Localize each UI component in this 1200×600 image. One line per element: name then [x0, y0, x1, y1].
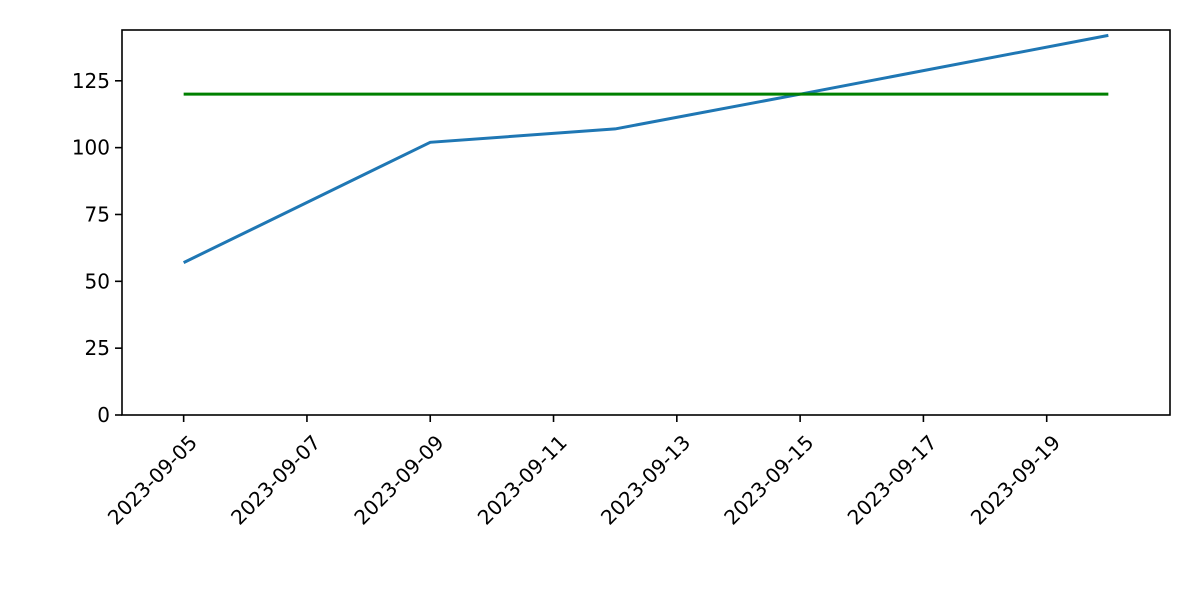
y-tick-label: 0 [97, 403, 110, 427]
y-tick-label: 125 [72, 69, 110, 93]
series-line-1 [182, 33, 1109, 264]
series-layer [182, 33, 1109, 264]
x-tick-label: 2023-09-09 [349, 430, 448, 529]
y-tick-label: 75 [85, 202, 110, 226]
x-tick-label: 2023-09-11 [473, 430, 572, 529]
plot-frame [121, 29, 1171, 416]
y-tick-label: 25 [85, 336, 110, 360]
x-tick-label: 2023-09-13 [596, 430, 695, 529]
x-tick-label: 2023-09-07 [226, 430, 325, 529]
x-tick-label: 2023-09-05 [103, 430, 202, 529]
x-tick-label: 2023-09-19 [966, 430, 1065, 529]
x-tick-label: 2023-09-15 [719, 430, 818, 529]
x-tick-label: 2023-09-17 [843, 430, 942, 529]
y-tick-label: 100 [72, 136, 110, 160]
y-tick-label: 50 [85, 269, 110, 293]
